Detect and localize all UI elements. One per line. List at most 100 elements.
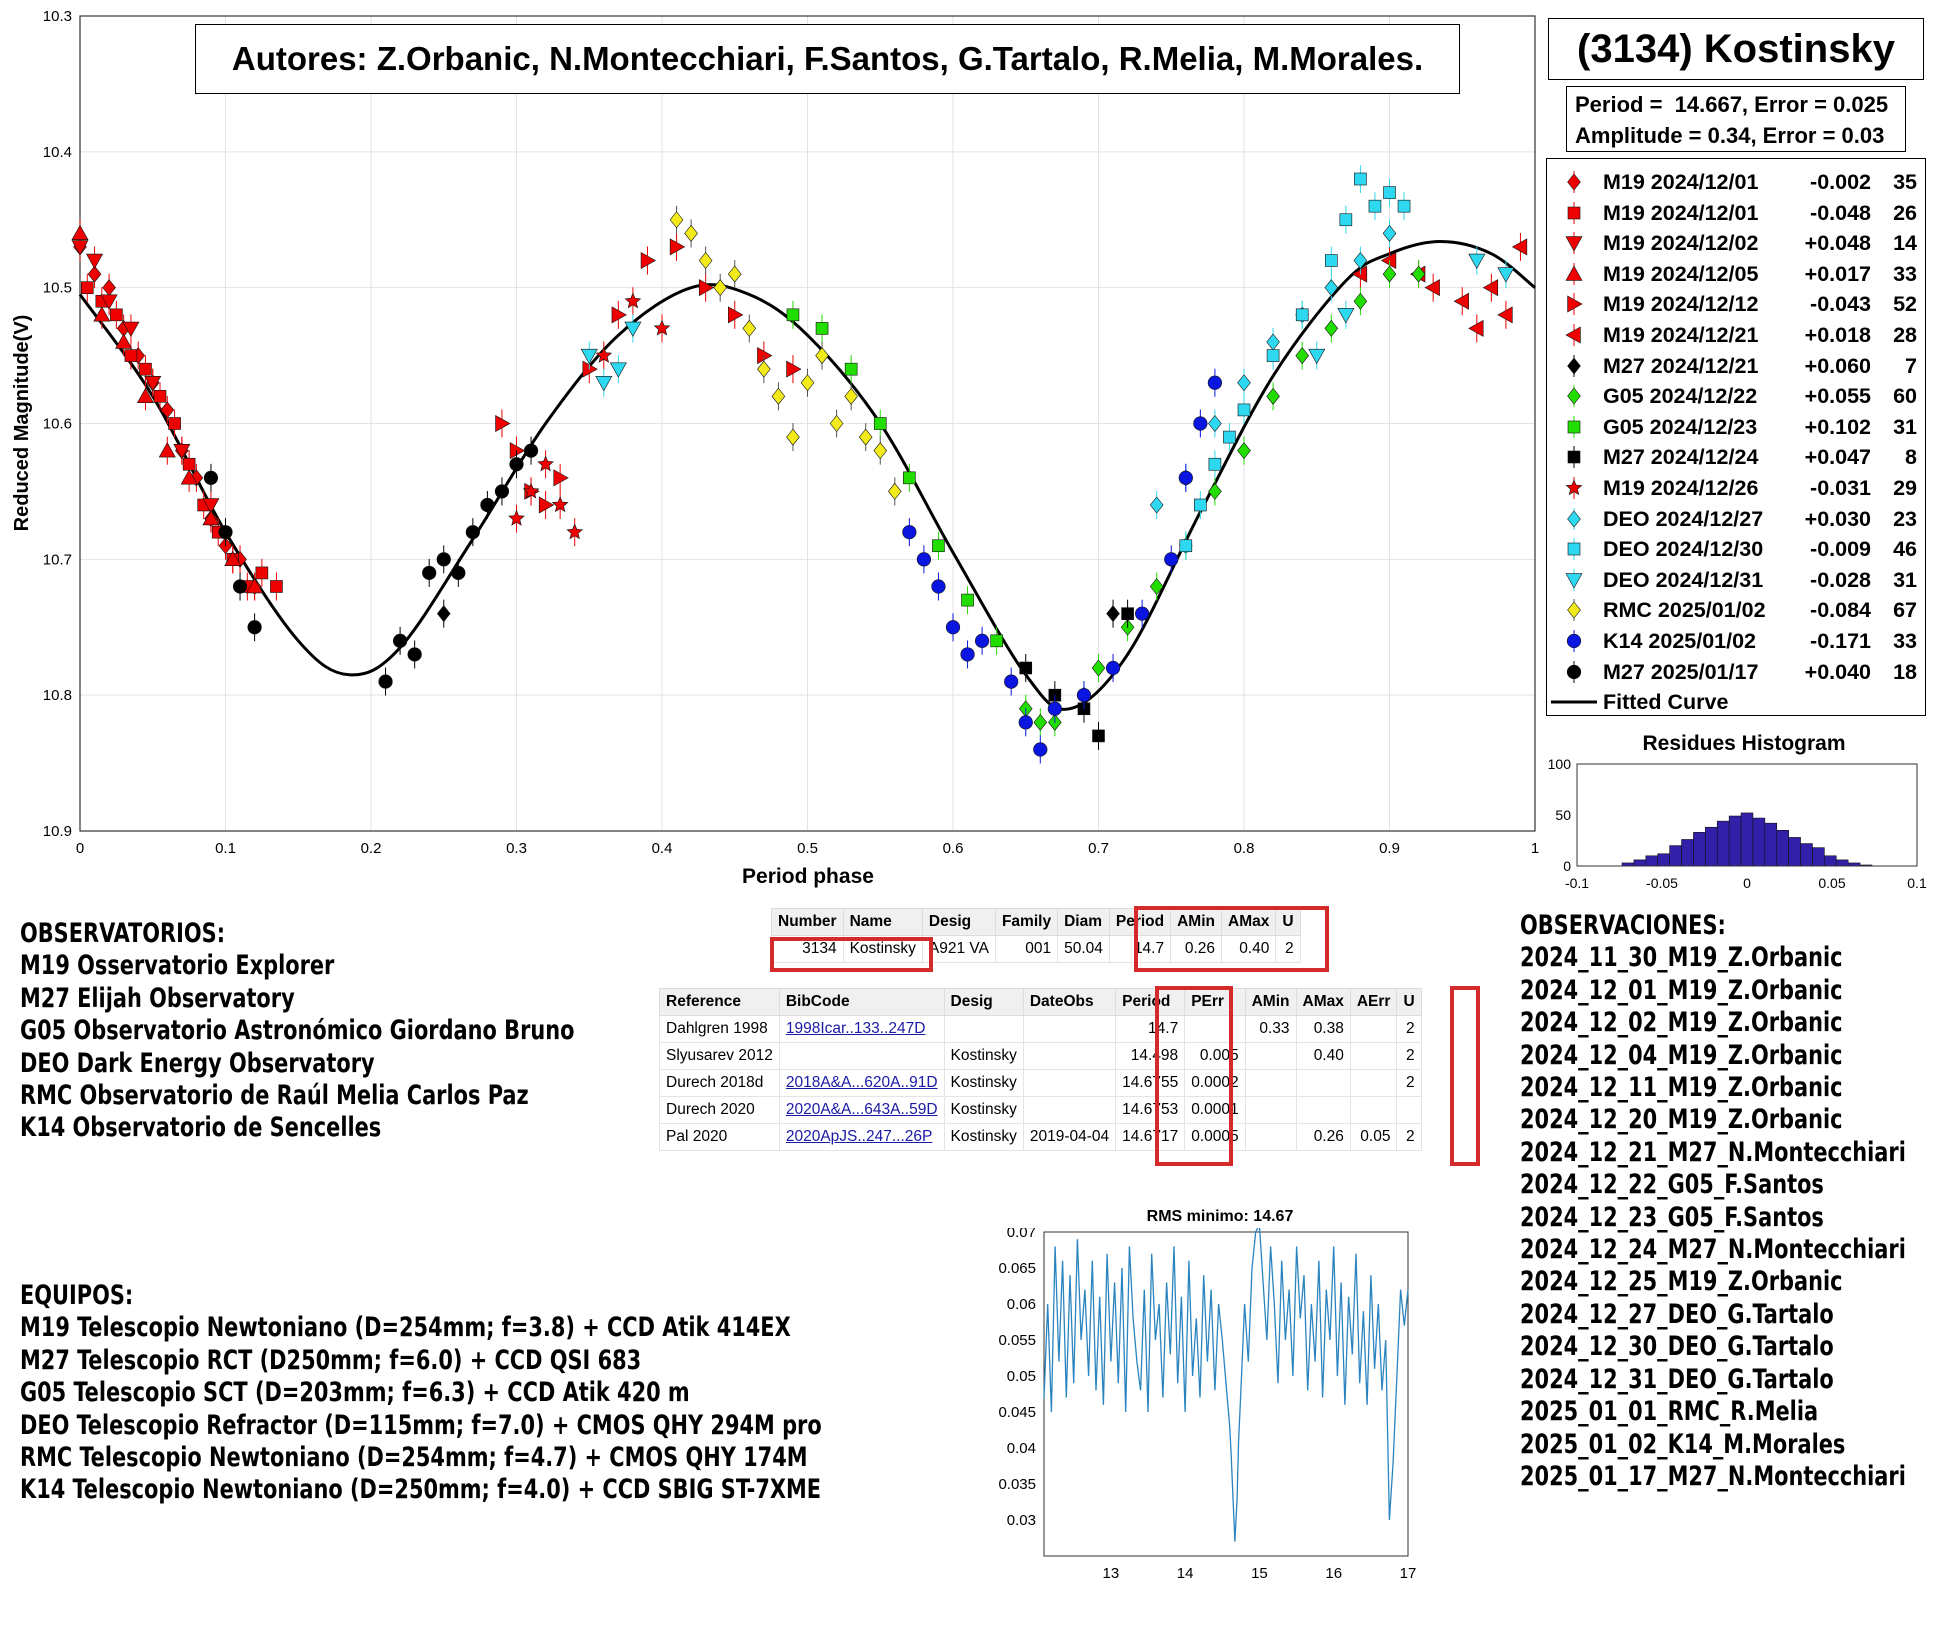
references-cell: 0.05	[1349, 1123, 1398, 1151]
legend-offset: -0.084	[1810, 598, 1871, 623]
data-point	[1351, 265, 1368, 283]
data-point	[727, 265, 742, 283]
references-cell	[1184, 1015, 1246, 1043]
data-point	[566, 523, 584, 540]
data-point	[640, 251, 657, 270]
references-cell: Durech 2020	[659, 1096, 780, 1124]
histogram-ticks: -0.1 -0.05 0 0.05 0.1 0 50 100	[1548, 756, 1927, 891]
histogram-bar	[1705, 826, 1718, 867]
legend-name: M27 2024/12/24	[1603, 445, 1759, 470]
data-point	[669, 238, 686, 256]
data-point	[136, 387, 154, 404]
legend-name: M27 2025/01/17	[1603, 659, 1759, 684]
references-cell: 2020ApJS..247...26P	[778, 1123, 945, 1151]
references-header-row: Reference BibCode Desig DateObs Period PErr AM…	[659, 988, 1422, 1016]
observacion-item: 2024_12_04_M19_Z.Orbanic	[1520, 1039, 1843, 1071]
references-cell: Kostinsky	[943, 1096, 1024, 1124]
references-cell	[1022, 1042, 1117, 1070]
data-point	[378, 674, 393, 689]
main-plot-frame	[79, 15, 1536, 832]
bibcode-link[interactable]: 2020ApJS..247...26P	[785, 1128, 933, 1145]
summary-cell: 0.26	[1170, 935, 1222, 963]
data-point	[1324, 279, 1339, 297]
references-cell: Pal 2020	[659, 1123, 780, 1151]
observatorio-item: G05 Observatorio Astronómico Giordano Br…	[20, 1015, 575, 1047]
histogram-bar	[1645, 855, 1659, 867]
references-header-cell: Desig	[943, 988, 1024, 1016]
data-point	[1149, 578, 1164, 595]
bibcode-link[interactable]: 2020A&A...643A..59D	[785, 1101, 938, 1118]
legend-count: 23	[1893, 506, 1917, 531]
data-point	[1149, 496, 1164, 514]
equipo-item: DEO Telescopio Refractor (D=115mm; f=7.0…	[20, 1409, 822, 1441]
summary-header-cell: Desig	[921, 908, 996, 936]
legend-name: M19 2024/12/01	[1603, 200, 1759, 225]
references-cell: 0.38	[1295, 1015, 1351, 1043]
x-tick-label: 0.6	[943, 840, 964, 857]
x-tick-label: 0.9	[1379, 840, 1400, 857]
references-cell: 14.7	[1115, 1015, 1186, 1043]
data-point	[551, 496, 569, 513]
legend-count: 7	[1905, 353, 1917, 378]
data-point	[1383, 186, 1396, 199]
references-cell	[1244, 1042, 1297, 1070]
data-point	[1207, 375, 1222, 390]
series-15	[902, 368, 1222, 764]
legend-offset: -0.002	[1810, 170, 1871, 194]
table-row: Durech 2018d 2018A&A...620A..91D Kostinsky…	[659, 1069, 1422, 1097]
legend-marker	[1566, 664, 1582, 679]
legend-marker-icon	[1566, 630, 1582, 652]
data-point	[1164, 552, 1179, 567]
amplitude-line: Amplitude = 0.34, Error = 0.03	[1575, 123, 1885, 148]
observacion-item: 2024_12_27_DEO_G.Tartalo	[1520, 1298, 1834, 1330]
observacion-item: 2024_12_11_M19_Z.Orbanic	[1520, 1072, 1843, 1104]
series-12	[1179, 165, 1411, 560]
data-point	[742, 319, 757, 337]
observatorio-item: M27 Elijah Observatory	[20, 982, 295, 1014]
data-point	[1482, 279, 1499, 297]
references-cell: 2018A&A...620A..91D	[778, 1069, 945, 1097]
data-point	[1353, 292, 1368, 310]
references-cell: Kostinsky	[943, 1042, 1024, 1070]
legend-count: 14	[1893, 231, 1917, 256]
histogram-bars	[1621, 812, 1873, 867]
rms-y-tick: 0.06	[1007, 1296, 1036, 1313]
references-cell	[1349, 1069, 1398, 1097]
data-point	[624, 321, 642, 338]
data-point	[122, 321, 140, 338]
data-point	[144, 376, 162, 392]
bibcode-link[interactable]: 1998Icar..133..247D	[785, 1020, 926, 1037]
data-point	[829, 415, 844, 432]
observatorio-item: M19 Osservatorio Explorer	[20, 950, 335, 982]
equipo-item: M19 Telescopio Newtoniano (D=254mm; f=3.…	[20, 1312, 791, 1344]
data-point	[786, 360, 802, 378]
data-point	[508, 509, 525, 526]
legend-marker-icon	[1567, 415, 1581, 438]
legend-count: 18	[1893, 659, 1917, 684]
data-point	[945, 620, 961, 635]
data-point	[1411, 265, 1426, 283]
hist-x-tick: 0.1	[1907, 875, 1927, 891]
data-point	[1208, 457, 1222, 471]
legend-offset: +0.060	[1804, 353, 1871, 378]
references-cell: Kostinsky	[943, 1069, 1024, 1097]
authors-box: Autores: Z.Orbanic, N.Montecchiari, F.Sa…	[195, 24, 1460, 94]
legend-marker	[1567, 601, 1581, 619]
references-cell	[1349, 1042, 1398, 1070]
x-tick-label: 0.7	[1088, 840, 1109, 857]
observacion-item: 2025_01_01_RMC_R.Melia	[1520, 1396, 1819, 1428]
references-cell: 0.40	[1295, 1042, 1351, 1070]
legend-marker	[1567, 173, 1581, 191]
data-point	[139, 362, 152, 376]
data-point	[115, 333, 133, 349]
summary-cell: 001	[994, 935, 1059, 963]
legend-fit-label: Fitted Curve	[1603, 690, 1729, 715]
y-tick-label: 10.9	[43, 823, 72, 840]
histogram-bar	[1824, 855, 1837, 867]
histogram-bar	[1788, 837, 1801, 867]
bibcode-link[interactable]: 2018A&A...620A..91D	[785, 1074, 938, 1091]
references-cell: 2	[1396, 1042, 1422, 1070]
data-point	[858, 428, 873, 446]
data-point	[580, 348, 598, 365]
data-point	[611, 306, 627, 324]
